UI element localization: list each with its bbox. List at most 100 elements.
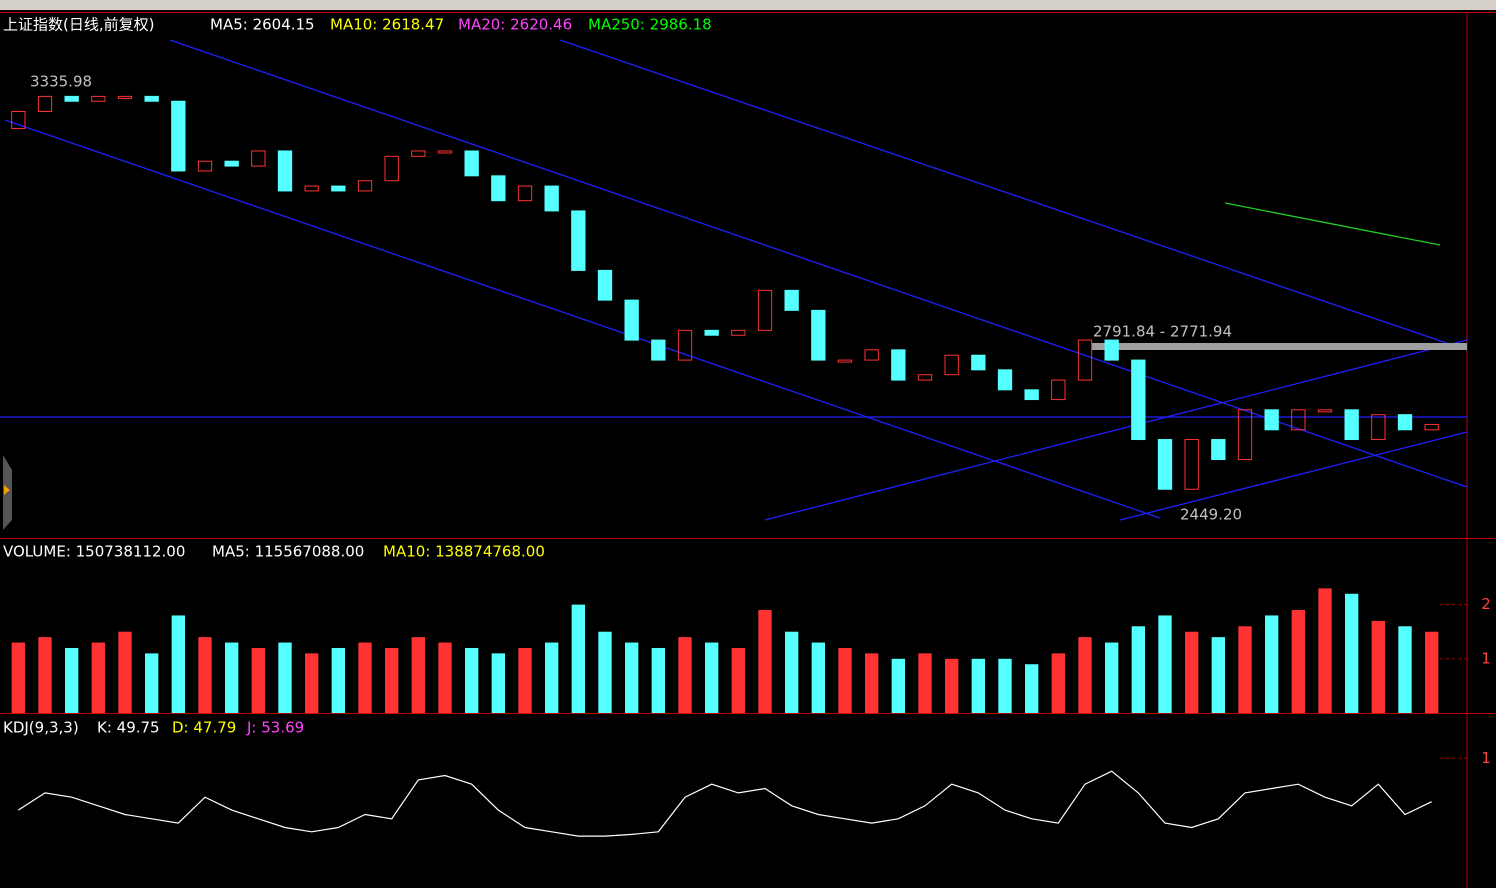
- candle: [117, 95, 133, 99]
- candle: [1024, 389, 1039, 401]
- volume-bar: [545, 642, 559, 713]
- indicator-label: D: 47.79: [172, 719, 236, 737]
- volume-bar: [1425, 631, 1439, 713]
- volume-bar: [1265, 615, 1279, 713]
- volume-bar: [145, 653, 159, 713]
- candle: [1157, 439, 1173, 490]
- candle: [304, 185, 319, 192]
- volume-bar: [598, 631, 612, 713]
- price-annotation: 2791.84 - 2771.94: [1093, 323, 1232, 341]
- volume-bar: [838, 647, 852, 713]
- candle: [544, 185, 559, 212]
- side-tab: [3, 455, 12, 530]
- volume-bar: [945, 658, 959, 713]
- candle: [37, 95, 53, 112]
- indicator-label: MA20: 2620.46: [458, 16, 572, 34]
- volume-bar: [785, 631, 799, 713]
- range-band: [1092, 343, 1467, 350]
- volume-bar: [411, 637, 425, 713]
- kdj-line: [17, 770, 1432, 837]
- volume-bar: [305, 653, 319, 713]
- candle: [1077, 339, 1093, 381]
- volume-bar: [1238, 626, 1252, 713]
- price-annotation: 3335.98: [30, 73, 92, 91]
- candle: [437, 150, 453, 154]
- volume-bar: [705, 642, 719, 713]
- volume-bar: [1025, 664, 1039, 713]
- candle: [277, 150, 293, 192]
- candle: [1397, 414, 1413, 431]
- candle: [597, 269, 613, 301]
- volume-bar: [1318, 588, 1332, 713]
- candle: [91, 95, 106, 102]
- candle: [491, 175, 506, 202]
- candle: [64, 95, 79, 102]
- price-annotation: 2449.20: [1180, 506, 1242, 524]
- volume-bar: [865, 653, 879, 713]
- candle: [331, 185, 346, 192]
- indicator-label: K: 49.75: [97, 719, 160, 737]
- candle: [1184, 439, 1199, 490]
- trend-line: [1224, 202, 1441, 246]
- candle: [251, 150, 266, 167]
- candle: [1051, 379, 1066, 401]
- volume-bar: [1105, 642, 1119, 713]
- y-tick-label: 1: [1481, 749, 1491, 767]
- trend-lines: [0, 39, 1468, 521]
- candle: [757, 289, 773, 331]
- candle: [624, 299, 639, 341]
- candle: [1371, 414, 1386, 441]
- candle: [357, 180, 373, 192]
- candle: [837, 359, 853, 363]
- volume-bar: [811, 642, 825, 713]
- volume-bar: [891, 658, 905, 713]
- volume-bar: [918, 653, 932, 713]
- candle: [1424, 423, 1439, 431]
- volume-bar: [1051, 653, 1065, 713]
- candle: [1104, 339, 1119, 361]
- volume-bar: [998, 658, 1012, 713]
- volume-bar: [331, 647, 345, 713]
- candle: [1317, 409, 1333, 413]
- volume-bar: [491, 653, 505, 713]
- candle: [917, 374, 933, 381]
- candle: [171, 100, 186, 172]
- volume-bar: [438, 642, 452, 713]
- volume-bar: [358, 642, 372, 713]
- volume-bar: [11, 642, 25, 713]
- volume-bar: [651, 647, 665, 713]
- volume-bar: [385, 647, 399, 713]
- volume-bar: [251, 647, 265, 713]
- volume-bar: [225, 642, 239, 713]
- candle: [811, 309, 826, 361]
- candle: [144, 95, 159, 102]
- volume-bar: [1371, 620, 1385, 713]
- candle: [1344, 409, 1359, 441]
- volume-bar: [1345, 593, 1359, 713]
- candle: [997, 369, 1013, 391]
- volume-bar: [1131, 626, 1145, 713]
- volume-bar: [731, 647, 745, 713]
- candle: [1237, 409, 1253, 461]
- candle: [197, 160, 213, 172]
- indicator-label: MA250: 2986.18: [588, 16, 712, 34]
- volume-bar: [1398, 626, 1412, 713]
- candle: [731, 329, 746, 336]
- volume-bar: [1185, 631, 1199, 713]
- candle: [704, 329, 719, 336]
- candle: [864, 349, 879, 361]
- volume-bar: [1211, 637, 1225, 713]
- candle: [517, 185, 533, 202]
- menu-bar: [0, 0, 1496, 10]
- y-tick-label: 2: [1481, 595, 1491, 613]
- volume-bar: [971, 658, 985, 713]
- volume-bar: [571, 604, 585, 713]
- volume-bar: [465, 647, 479, 713]
- side-tab-arrow: [4, 485, 10, 495]
- candle: [411, 150, 426, 157]
- indicator-label: MA5: 2604.15: [210, 16, 315, 34]
- candle: [11, 110, 26, 130]
- candle: [1211, 439, 1226, 461]
- candle: [1291, 409, 1306, 431]
- candle: [651, 339, 666, 361]
